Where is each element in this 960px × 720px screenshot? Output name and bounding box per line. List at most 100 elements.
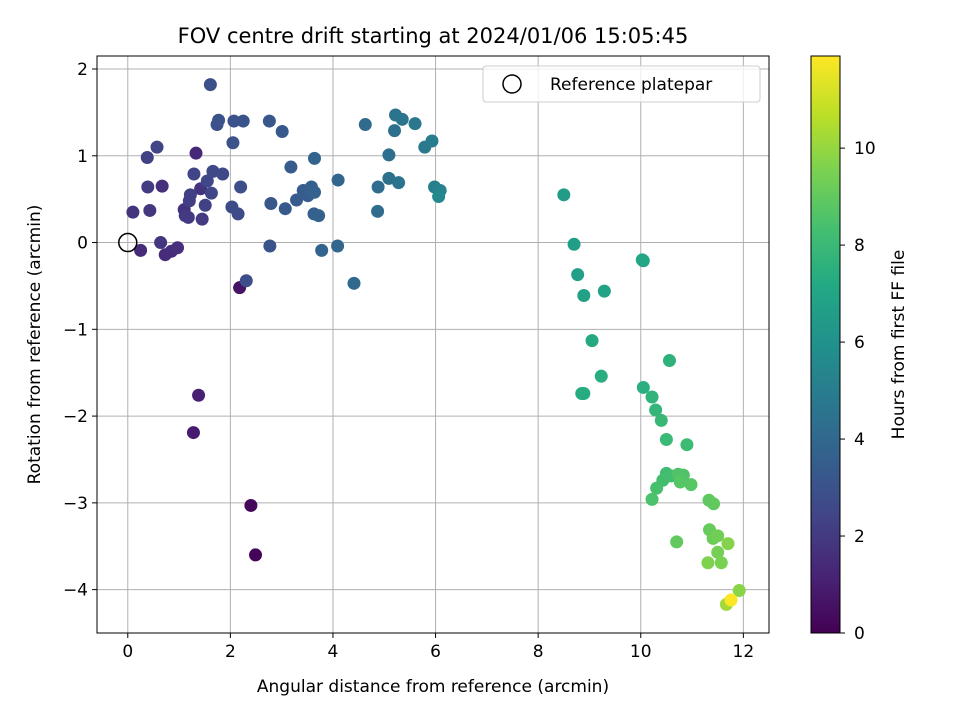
data-point (358, 118, 372, 132)
data-point (721, 537, 735, 551)
data-point (195, 212, 209, 226)
data-point (650, 481, 664, 495)
chart-title: FOV centre drift starting at 2024/01/06 … (178, 24, 689, 48)
data-point (711, 529, 725, 543)
x-tick-label: 6 (430, 642, 441, 662)
data-point (236, 114, 250, 128)
data-point (264, 197, 278, 211)
data-point (183, 188, 197, 202)
data-point (425, 134, 439, 148)
data-point (315, 243, 329, 257)
data-point (308, 185, 322, 199)
data-point (371, 204, 385, 218)
data-point (701, 556, 715, 570)
data-point (192, 388, 206, 402)
data-point (649, 403, 663, 417)
data-point (155, 179, 169, 193)
data-point (707, 497, 721, 511)
data-point (141, 180, 155, 194)
colorbar-tick-label: 10 (854, 139, 876, 159)
x-tick-label: 12 (733, 642, 755, 662)
data-point (275, 124, 289, 138)
data-point (186, 426, 200, 440)
data-point (670, 535, 684, 549)
data-point (150, 140, 164, 154)
colorbar-tick-label: 6 (854, 333, 865, 353)
y-tick-label: −2 (63, 407, 88, 427)
data-point (212, 113, 226, 127)
colorbar-tick-label: 4 (854, 430, 865, 450)
data-point (577, 288, 591, 302)
legend-box (482, 65, 761, 103)
data-point (198, 198, 212, 212)
data-point (308, 151, 322, 165)
data-point (227, 114, 241, 128)
y-tick-label: 1 (77, 147, 88, 167)
data-point (203, 78, 217, 92)
colorbar-gradient (810, 55, 841, 634)
data-point (226, 136, 240, 150)
data-point (331, 173, 345, 187)
data-point (388, 124, 402, 138)
data-point (143, 203, 157, 217)
legend: Reference platepar (482, 65, 761, 103)
data-point (680, 438, 694, 452)
colorbar-tick-label: 2 (854, 527, 865, 547)
data-point (432, 190, 446, 204)
y-tick-label: −3 (63, 494, 88, 514)
data-point (662, 354, 676, 368)
data-point (724, 593, 738, 607)
data-point (597, 284, 611, 298)
data-point (635, 253, 649, 267)
data-point (371, 180, 385, 194)
data-point (659, 433, 673, 447)
data-point (571, 268, 585, 282)
data-point (234, 180, 248, 194)
data-point (204, 186, 218, 200)
y-tick-label: −4 (63, 581, 88, 601)
data-point (711, 545, 725, 559)
colorbar: 0 2 4 6 8 10 Hours from first FF file (810, 55, 909, 644)
data-point (654, 413, 668, 427)
reference-point-marker (118, 232, 138, 253)
data-point (154, 236, 168, 250)
data-point (594, 369, 608, 383)
y-tick-label: 2 (77, 60, 88, 80)
data-point (714, 556, 728, 570)
data-point (557, 188, 571, 202)
data-point (392, 176, 406, 190)
data-point (206, 164, 220, 178)
data-point (126, 205, 140, 219)
axes-frame (96, 55, 770, 634)
colorbar-label: Hours from first FF file (889, 250, 909, 440)
data-points (118, 78, 746, 611)
colorbar-tick-label: 8 (854, 236, 865, 256)
data-point (181, 210, 195, 224)
x-tick-label: 2 (225, 642, 236, 662)
data-point (577, 387, 591, 401)
y-tick-label: 0 (77, 234, 88, 254)
data-point (239, 274, 253, 288)
data-point (171, 241, 185, 255)
data-point (134, 243, 148, 257)
data-point (732, 583, 746, 597)
data-point (231, 207, 245, 221)
data-point (284, 160, 298, 174)
x-tick-label: 4 (328, 642, 339, 662)
data-point (187, 167, 201, 181)
legend-marker-reference (502, 74, 522, 94)
data-point (585, 334, 599, 348)
x-tick-label: 10 (630, 642, 652, 662)
data-point (567, 237, 581, 251)
data-point (189, 146, 203, 160)
data-point (673, 475, 687, 489)
data-point (244, 498, 258, 512)
data-point (200, 174, 214, 188)
data-point (645, 390, 659, 404)
data-point (249, 548, 263, 562)
data-point (263, 239, 277, 253)
data-point (684, 478, 698, 492)
